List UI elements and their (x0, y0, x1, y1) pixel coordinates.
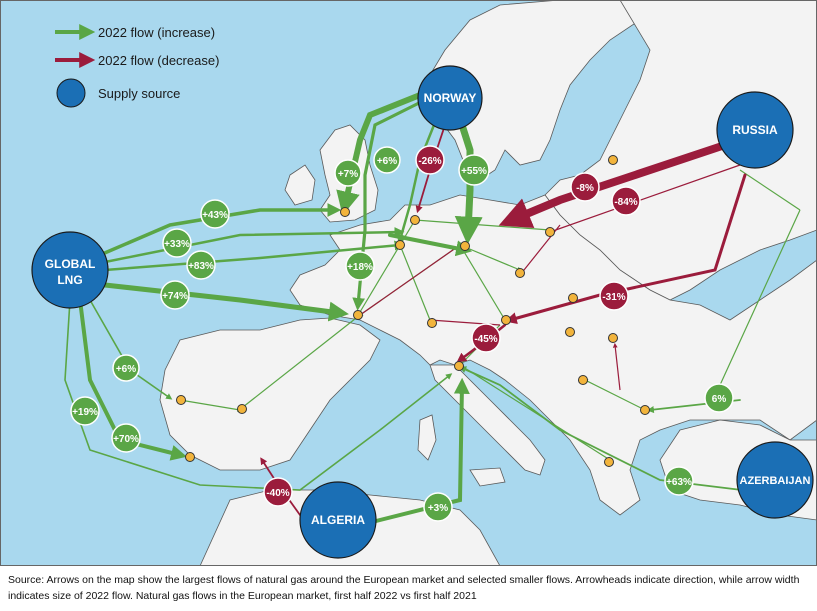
sicily (469, 467, 506, 487)
hub-node (568, 293, 578, 303)
legend-supply-label: Supply source (98, 86, 180, 101)
svg-text:6%: 6% (712, 394, 727, 405)
badge-decrease: -8% (570, 172, 600, 202)
svg-text:+70%: +70% (113, 434, 139, 445)
badge-increase: +63% (664, 466, 694, 496)
azerbaijan-label: AZERBAIJAN (740, 475, 811, 487)
hub-node (640, 405, 650, 415)
hub-node (185, 452, 195, 462)
hub-node (608, 155, 618, 165)
hub-node (604, 457, 614, 467)
badge-increase: +33% (162, 228, 192, 258)
badge-increase: +43% (200, 199, 230, 229)
badge-increase: +18% (345, 251, 375, 281)
iberia (159, 317, 381, 471)
legend-supply-symbol (56, 78, 86, 108)
hub-node (515, 268, 525, 278)
scandinavia (429, 0, 641, 181)
svg-text:+7%: +7% (338, 169, 358, 180)
russia-label: RUSSIA (732, 123, 778, 137)
supply-source-global-lng: GLOBAL LNG (31, 231, 109, 309)
source-caption: Source: Arrows on the map show the large… (8, 574, 800, 602)
hub-node (176, 395, 186, 405)
svg-text:+6%: +6% (116, 364, 136, 375)
hub-node (237, 404, 247, 414)
sardinia (417, 414, 437, 461)
hub-nodes (176, 155, 650, 467)
hub-node (353, 310, 363, 320)
badge-increase: +3% (423, 492, 453, 522)
global-lng-label-line1: GLOBAL (45, 257, 96, 271)
hub-node (395, 240, 405, 250)
svg-text:+74%: +74% (162, 291, 188, 302)
hub-node (545, 227, 555, 237)
algeria-label: ALGERIA (311, 513, 365, 527)
gas-flow-map: NORWAY RUSSIA GLOBAL LNG ALGERIA AZERBAI… (0, 0, 817, 566)
badge-increase: +55% (458, 154, 490, 186)
badge-increase: +70% (111, 423, 141, 453)
badge-increase: +6% (373, 146, 401, 174)
svg-text:+55%: +55% (461, 166, 487, 177)
legend-decrease-label: 2022 flow (decrease) (98, 53, 219, 68)
ireland (284, 164, 316, 206)
badge-increase: +74% (160, 280, 190, 310)
svg-text:-31%: -31% (602, 292, 625, 303)
svg-text:+83%: +83% (188, 261, 214, 272)
hub-node (427, 318, 437, 328)
supply-source-russia: RUSSIA (716, 91, 794, 169)
legend-increase-label: 2022 flow (increase) (98, 25, 215, 40)
badge-increase: +19% (70, 396, 100, 426)
svg-text:-40%: -40% (266, 488, 289, 499)
badge-increase: +83% (186, 250, 216, 280)
svg-text:-45%: -45% (474, 334, 497, 345)
svg-text:+3%: +3% (428, 503, 448, 514)
hub-node (501, 315, 511, 325)
badge-decrease: -31% (599, 281, 629, 311)
svg-text:-26%: -26% (418, 156, 441, 167)
badge-decrease: -45% (471, 323, 501, 353)
hub-node (565, 327, 575, 337)
svg-text:+43%: +43% (202, 210, 228, 221)
supply-source-algeria: ALGERIA (299, 481, 377, 559)
badge-decrease: -26% (415, 145, 445, 175)
svg-text:+63%: +63% (666, 477, 692, 488)
badge-increase: +7% (334, 159, 362, 187)
svg-text:+6%: +6% (377, 156, 397, 167)
svg-text:+19%: +19% (72, 407, 98, 418)
global-lng-label-line2: LNG (57, 273, 82, 287)
badge-decrease: -40% (263, 477, 293, 507)
supply-source-norway: NORWAY (417, 65, 483, 131)
badge-decrease: -84% (611, 186, 641, 216)
hub-node (608, 333, 618, 343)
norway-label: NORWAY (424, 91, 477, 105)
hub-node (454, 361, 464, 371)
hub-node (410, 215, 420, 225)
svg-text:+18%: +18% (347, 262, 373, 273)
svg-text:-8%: -8% (576, 183, 594, 194)
badge-increase: +6% (112, 354, 140, 382)
supply-source-azerbaijan: AZERBAIJAN (736, 441, 814, 519)
svg-text:+33%: +33% (164, 239, 190, 250)
svg-text:-84%: -84% (614, 197, 637, 208)
hub-node (340, 207, 350, 217)
hub-node (460, 241, 470, 251)
badge-increase: 6% (704, 383, 734, 413)
legend: 2022 flow (increase) 2022 flow (decrease… (55, 24, 219, 108)
hub-node (578, 375, 588, 385)
flow-badges: +7% +6% -26% +55% -8% -84% -31% -45% +43… (70, 145, 734, 522)
